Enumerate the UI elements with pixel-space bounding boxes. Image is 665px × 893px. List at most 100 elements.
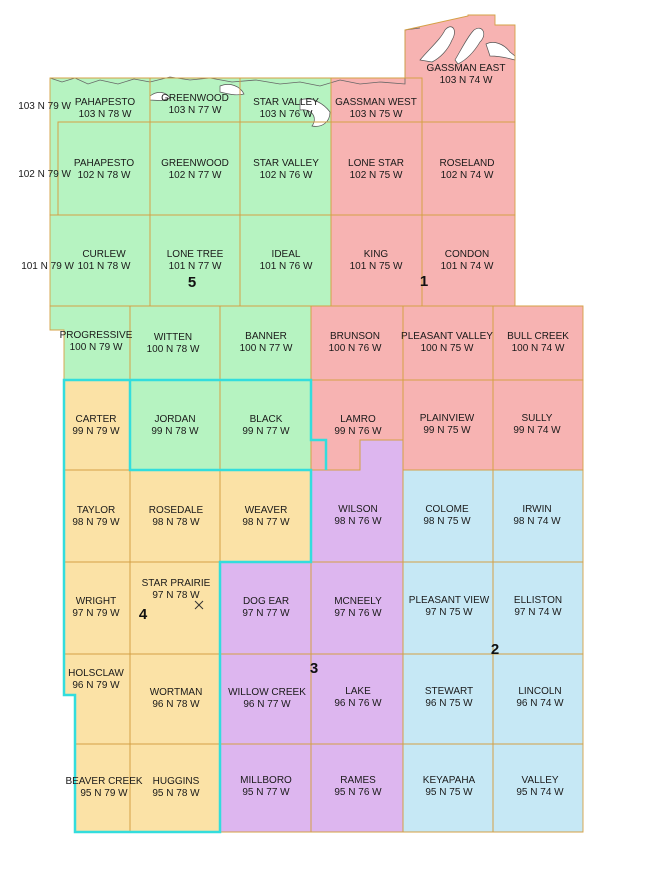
township-rames	[311, 744, 403, 832]
township-sully	[493, 380, 583, 470]
township-name-pahapesto-102: PAHAPESTO	[74, 158, 134, 169]
township-name-brunson: BRUNSON	[330, 331, 380, 342]
township-code-stewart: 96 N 75 W	[425, 698, 473, 709]
township-code-rames: 95 N 76 W	[334, 787, 382, 798]
township-name-ideal: IDEAL	[272, 249, 301, 260]
township-pahapesto-102	[58, 122, 150, 215]
township-king	[331, 215, 422, 306]
township-lamro	[311, 380, 403, 470]
township-code-banner: 100 N 77 W	[240, 343, 293, 354]
township-star-valley-103	[240, 78, 331, 122]
township-code-pleasant-view: 97 N 75 W	[425, 607, 473, 618]
township-name-holsclaw: HOLSCLAW	[68, 668, 124, 679]
township-code-colome: 98 N 75 W	[423, 516, 471, 527]
township-name-huggins: HUGGINS	[153, 776, 200, 787]
township-name-elliston: ELLISTON	[514, 595, 562, 606]
township-star-prairie	[130, 562, 220, 654]
township-taylor	[64, 470, 130, 562]
township-banner	[220, 306, 311, 380]
row-label-103: 103 N 79 W	[18, 101, 71, 112]
district-4-highlight-outline	[62, 378, 328, 834]
township-code-huggins: 95 N 78 W	[152, 788, 200, 799]
water-body-4	[219, 84, 245, 96]
water-features	[49, 26, 516, 127]
township-name-witten: WITTEN	[154, 332, 192, 343]
township-name-lincoln: LINCOLN	[518, 686, 561, 697]
township-rosedale	[130, 470, 220, 562]
township-code-pahapesto-103: 103 N 78 W	[79, 109, 132, 120]
township-code-witten: 100 N 78 W	[147, 344, 200, 355]
water-body-0	[419, 26, 455, 63]
township-willow-creek	[220, 654, 311, 744]
township-name-star-valley-102: STAR VALLEY	[253, 158, 319, 169]
township-name-lamro: LAMRO	[340, 414, 376, 425]
township-code-sully: 99 N 74 W	[513, 425, 561, 436]
township-brunson	[311, 306, 403, 380]
township-code-brunson: 100 N 76 W	[329, 343, 382, 354]
township-weaver	[220, 470, 311, 562]
township-stewart	[403, 654, 493, 744]
township-name-weaver: WEAVER	[245, 505, 288, 516]
township-code-pleasant-valley: 100 N 75 W	[421, 343, 474, 354]
township-code-dog-ear: 97 N 77 W	[242, 608, 290, 619]
township-code-black: 99 N 77 W	[242, 426, 290, 437]
township-pahapesto-103	[50, 78, 150, 215]
township-name-colome: COLOME	[425, 504, 469, 515]
township-name-rames: RAMES	[340, 775, 376, 786]
township-name-roseland: ROSELAND	[439, 158, 494, 169]
township-code-condon: 101 N 74 W	[441, 261, 494, 272]
township-code-curlew: 101 N 78 W	[78, 261, 131, 272]
township-witten	[130, 306, 220, 380]
district-label-1: 1	[420, 273, 428, 290]
township-code-greenwood-103: 103 N 77 W	[169, 105, 222, 116]
township-gassman-east	[405, 15, 515, 122]
township-name-progressive: PROGRESSIVE	[60, 330, 133, 341]
township-border-gassman-east	[404, 14, 516, 123]
township-code-willow-creek: 96 N 77 W	[243, 699, 291, 710]
district-label-2: 2	[491, 641, 499, 658]
township-gassman-west	[331, 78, 422, 122]
township-greenwood-103	[150, 78, 240, 122]
township-name-star-prairie: STAR PRAIRIE	[142, 578, 211, 589]
water-body-5	[149, 92, 171, 101]
township-wilson	[311, 440, 403, 562]
township-name-jordan: JORDAN	[154, 414, 195, 425]
township-code-irwin: 98 N 74 W	[513, 516, 561, 527]
highlight-boundary	[62, 378, 328, 834]
row-labels: 103 N 79 W 102 N 79 W 101 N 79 W	[18, 101, 74, 272]
township-lake	[311, 654, 403, 744]
township-name-plainview: PLAINVIEW	[420, 413, 475, 424]
township-name-pleasant-valley: PLEASANT VALLEY	[401, 331, 493, 342]
township-code-roseland: 102 N 74 W	[441, 170, 494, 181]
township-name-pahapesto-103: PAHAPESTO	[75, 97, 135, 108]
township-code-star-prairie: 97 N 78 W	[152, 590, 200, 601]
township-code-lamro: 99 N 76 W	[334, 426, 382, 437]
township-name-keyapaha: KEYAPAHA	[423, 775, 476, 786]
township-name-wortman: WORTMAN	[150, 687, 203, 698]
township-colome	[403, 470, 493, 562]
water-body-1	[454, 27, 485, 65]
township-name-king: KING	[364, 249, 389, 260]
township-name-dog-ear: DOG EAR	[243, 596, 289, 607]
township-lone-star	[331, 122, 422, 215]
district-label-5: 5	[188, 274, 196, 291]
township-name-wright: WRIGHT	[76, 596, 117, 607]
township-progressive	[50, 306, 130, 380]
township-name-star-valley-103: STAR VALLEY	[253, 97, 319, 108]
township-beaver-creek	[75, 744, 130, 832]
township-name-lone-tree: LONE TREE	[167, 249, 224, 260]
township-name-willow-creek: WILLOW CREEK	[228, 687, 306, 698]
township-code-progressive: 100 N 79 W	[70, 342, 123, 353]
township-code-weaver: 98 N 77 W	[242, 517, 290, 528]
township-pleasant-valley	[403, 306, 493, 380]
township-code-mcneely: 97 N 76 W	[334, 608, 382, 619]
water-body-3	[299, 98, 331, 127]
township-code-wilson: 98 N 76 W	[334, 516, 382, 527]
township-code-valley: 95 N 74 W	[516, 787, 564, 798]
township-name-gassman-west: GASSMAN WEST	[335, 97, 417, 108]
township-code-beaver-creek: 95 N 79 W	[80, 788, 128, 799]
township-code-millboro: 95 N 77 W	[242, 787, 290, 798]
township-code-rosedale: 98 N 78 W	[152, 517, 200, 528]
township-name-condon: CONDON	[445, 249, 489, 260]
